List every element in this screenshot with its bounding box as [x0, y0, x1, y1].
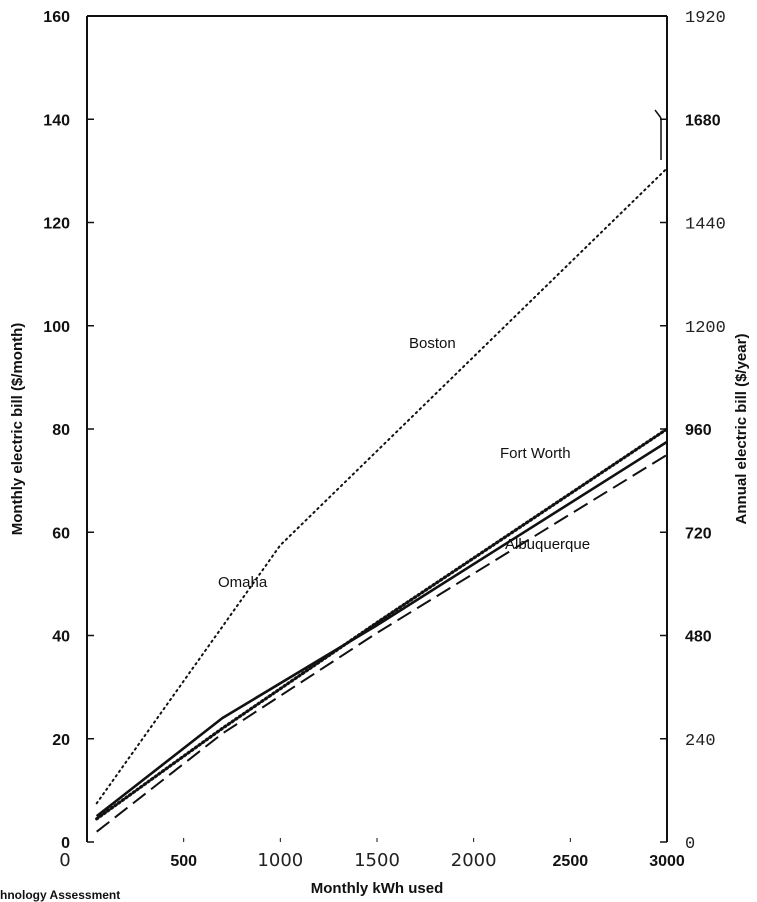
labels: Monthly electric bill ($/month) Annual e… — [0, 323, 750, 902]
series-label-albuquerque: Albuquerque — [505, 536, 590, 553]
y-tick-label: 140 — [43, 112, 70, 129]
x-tick-label: 3000 — [649, 853, 685, 870]
y-tick-label: 80 — [52, 422, 70, 439]
series-line-omaha — [95, 440, 668, 818]
x-tick-label: 2500 — [553, 853, 589, 870]
y2-tick-label: 960 — [685, 422, 712, 439]
y2-tick-label: 480 — [685, 629, 712, 646]
y2-tick-label: 1680 — [685, 112, 721, 129]
y2-axis-title: Annual electric bill ($/year) — [733, 334, 750, 525]
x-tick-label: 2000 — [451, 850, 497, 871]
series-label-omaha: Omaha — [218, 574, 268, 591]
series-label-boston: Boston — [409, 335, 456, 352]
y-tick-label: 20 — [52, 732, 70, 749]
y-tick-label: 160 — [43, 9, 70, 26]
y2-tick-label: 1920 — [685, 9, 726, 28]
y2-tick-label: 0 — [685, 835, 695, 854]
y2-tick-label: 1200 — [685, 319, 726, 338]
series-line-fort-worth — [95, 427, 669, 821]
y2-tick-label: 240 — [685, 732, 716, 751]
y-tick-label: 120 — [43, 216, 70, 233]
y-tick-label: 100 — [43, 319, 70, 336]
y2-tick-label: 720 — [685, 525, 712, 542]
axis-tick-mark — [654, 109, 662, 119]
x-axis-title: Monthly kWh used — [311, 880, 444, 897]
y-axis-title: Monthly electric bill ($/month) — [9, 323, 26, 536]
series-layer: Boston Fort Worth Omaha Albuquerque — [95, 167, 669, 833]
axes: 0 20 40 60 80 100 120 140 160 0 240 480 720 960 1200 14… — [43, 9, 726, 871]
x-tick-label: 0 — [59, 850, 70, 871]
x-tick-label: 500 — [170, 853, 197, 870]
y2-tick-label: 1440 — [685, 216, 726, 235]
y-tick-label: 40 — [52, 629, 70, 646]
source-note: hnology Assessment — [0, 888, 120, 902]
y-tick-label: 0 — [61, 835, 70, 852]
series-line-boston — [95, 167, 668, 805]
x-tick-label: 1500 — [354, 850, 400, 871]
series-line-albuquerque — [96, 453, 668, 833]
y-tick-label: 60 — [52, 525, 70, 542]
x-tick-label: 1000 — [257, 850, 303, 871]
series-label-fort-worth: Fort Worth — [500, 445, 571, 462]
